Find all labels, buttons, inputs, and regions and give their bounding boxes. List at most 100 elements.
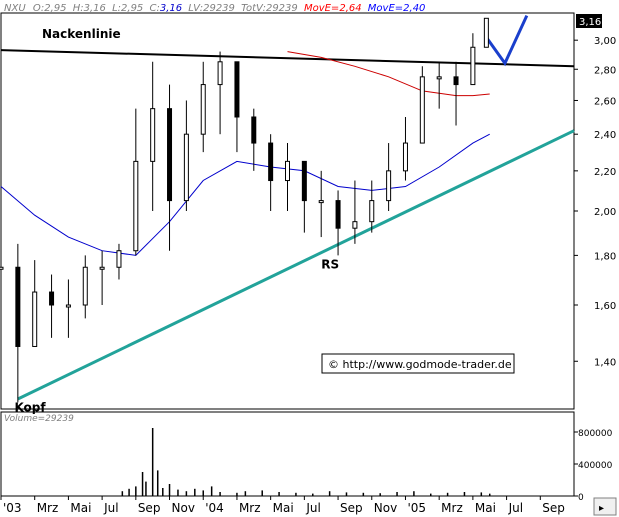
totv-value: 29239 <box>266 3 298 14</box>
open-label: O: <box>33 3 44 14</box>
price-candle <box>251 116 257 144</box>
price-candle <box>369 200 375 223</box>
close-label: C: <box>149 3 159 14</box>
annotation-label: RS <box>321 257 339 271</box>
price-candle <box>200 84 206 135</box>
copyright-box <box>321 353 515 374</box>
price-candle <box>234 61 240 118</box>
ema-red-line <box>287 51 490 97</box>
x-tick-label: Nov <box>374 501 397 515</box>
lines-layer <box>0 14 575 401</box>
mov1-value: 2,64 <box>339 3 361 14</box>
y-axis: 1,40 1,60 1,80 2,00 2,20 2,40 2,60 2,80 3,00 <box>574 36 616 368</box>
volume-bars <box>121 428 491 496</box>
header-line: NXU O:2,95 H:3,16 L:2,95 C:3,16 LV:29239… <box>4 3 425 14</box>
x-tick-label: '05 <box>407 501 426 515</box>
mov1-label: MovE= <box>304 3 339 14</box>
price-candle <box>82 266 88 306</box>
volume-tick-label: 800000 <box>578 429 613 439</box>
x-tick-label: Sep <box>340 501 363 515</box>
low-value: 2,95 <box>121 3 143 14</box>
y-tick-label: 2,80 <box>594 65 616 76</box>
x-tick-label: Jul <box>508 501 523 515</box>
price-candle <box>335 200 341 229</box>
price-candle <box>217 61 223 86</box>
y-tick-label: 3,00 <box>594 36 616 47</box>
price-candle <box>470 46 476 86</box>
x-tick-label: Mai <box>475 501 496 515</box>
price-candle <box>352 221 358 229</box>
support-trendline <box>17 129 575 401</box>
copyright-text: © http://www.godmode-trader.de <box>328 358 512 371</box>
neckline-label: Nackenlinie <box>42 27 121 41</box>
y-tick-label: 2,20 <box>594 167 616 178</box>
high-label: H: <box>73 3 84 14</box>
last-price-tag: 3,16 <box>579 17 601 28</box>
last-price-tag-bg <box>576 14 602 28</box>
volume-y-axis: 800000 400000 0 <box>574 429 613 503</box>
lv-value: 29239 <box>203 3 235 14</box>
price-candle <box>133 160 139 252</box>
x-tick-label: Mrz <box>441 501 463 515</box>
price-candle <box>483 17 489 48</box>
neckline <box>0 49 575 68</box>
price-candle <box>150 108 156 162</box>
high-value: 3,16 <box>84 3 106 14</box>
x-tick-label: Mai <box>273 501 294 515</box>
price-candle <box>436 76 442 80</box>
x-tick-label: Jul <box>103 501 118 515</box>
price-candle <box>318 200 324 204</box>
mov2-label: MovE= <box>368 3 403 14</box>
scroll-right-icon: ▸ <box>599 503 604 514</box>
price-candle <box>0 266 4 270</box>
low-label: L: <box>112 3 121 14</box>
price-candle <box>402 142 408 172</box>
price-candle <box>183 133 189 202</box>
price-candle <box>65 304 71 308</box>
price-candle <box>419 76 425 144</box>
price-candle <box>32 291 38 347</box>
y-tick-label: 1,60 <box>594 301 616 312</box>
x-tick-label: Jul <box>305 501 320 515</box>
y-tick-label: 1,40 <box>594 357 616 368</box>
y-tick-label: 1,80 <box>594 251 616 262</box>
volume-tick-label: 400000 <box>578 461 613 471</box>
x-tick-label: Nov <box>172 501 195 515</box>
price-candle <box>167 108 173 202</box>
x-axis: '03 Mrz Mai Jul Sep Nov '04 Mrz Mai Jul Sep Nov '05 M… <box>0 496 565 515</box>
open-value: 2,95 <box>44 3 66 14</box>
mov2-value: 2,40 <box>403 3 425 14</box>
price-candle <box>99 266 105 270</box>
x-tick-label: Mrz <box>239 501 261 515</box>
lv-label: LV: <box>188 3 203 14</box>
annotations-layer: Nackenlinie Kopf RS <box>14 27 339 415</box>
price-candle <box>285 160 290 182</box>
x-tick-label: '04 <box>205 501 224 515</box>
x-tick-label: Mai <box>70 501 91 515</box>
volume-label: Volume=29239 <box>4 414 74 424</box>
scroll-right-button[interactable] <box>593 497 617 516</box>
price-candle <box>15 266 21 347</box>
x-tick-label: Sep <box>542 501 565 515</box>
y-tick-label: 2,00 <box>594 207 616 218</box>
price-candle <box>116 250 122 268</box>
totv-label: TotV: <box>241 3 266 14</box>
price-candle <box>268 142 274 182</box>
annotation-label: Kopf <box>14 401 46 415</box>
symbol: NXU <box>4 3 26 14</box>
y-tick-label: 2,40 <box>594 130 616 141</box>
ema-blue-line <box>0 133 490 256</box>
x-tick-label: Sep <box>138 501 161 515</box>
price-candle <box>386 170 392 202</box>
price-candle <box>453 76 459 86</box>
x-tick-label: Mrz <box>37 501 59 515</box>
x-tick-label: '03 <box>3 501 22 515</box>
price-candle <box>49 291 55 306</box>
volume-tick-label: 0 <box>578 493 584 503</box>
y-tick-label: 2,60 <box>594 96 616 107</box>
volume-panel-frame <box>0 411 575 497</box>
v-marker <box>485 14 529 67</box>
price-candle <box>301 160 307 202</box>
candles-layer <box>0 17 489 403</box>
